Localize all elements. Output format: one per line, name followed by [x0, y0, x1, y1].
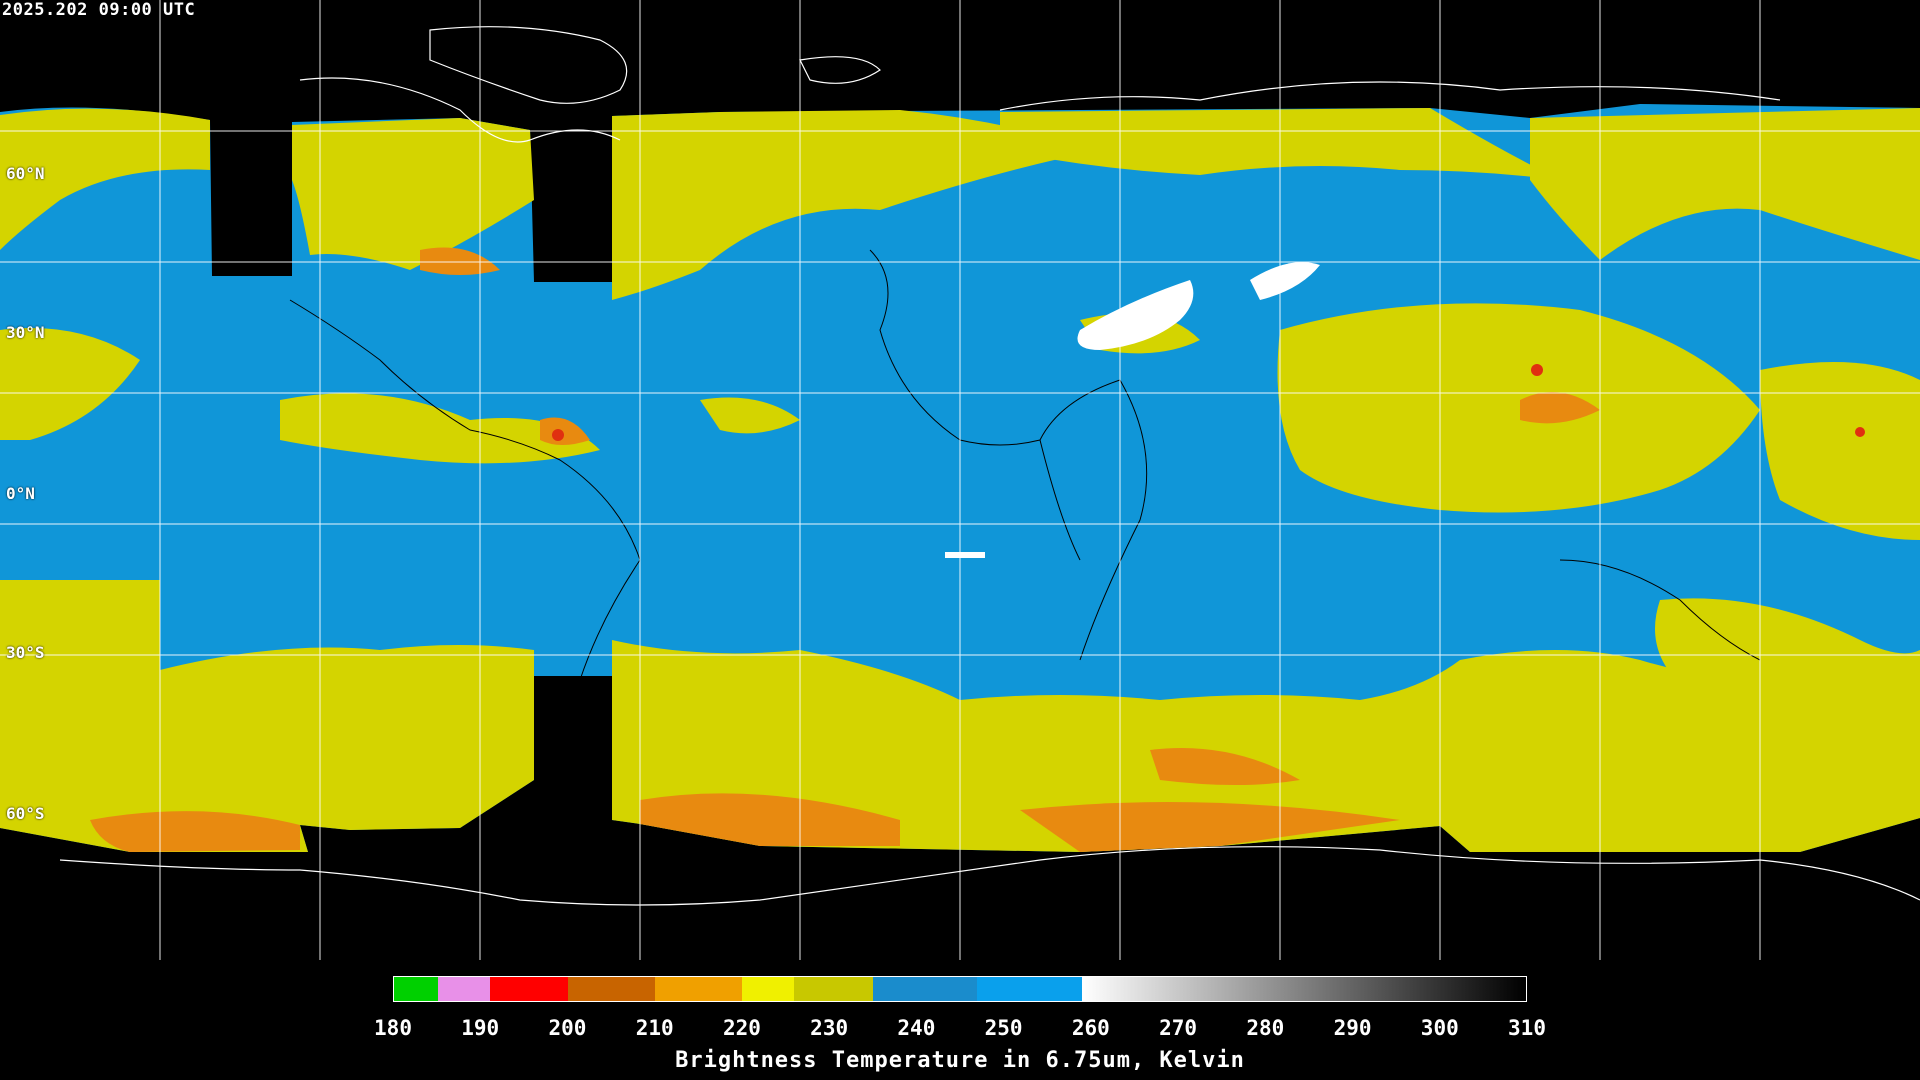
- lat-label-30s: 30°S: [6, 643, 45, 662]
- colorbar-tick-label: 260: [1071, 1016, 1110, 1040]
- colorbar-tick-label: 250: [984, 1016, 1023, 1040]
- map-image: [0, 0, 1920, 960]
- colorbar-tick-label: 230: [810, 1016, 849, 1040]
- colorbar-tick-label: 280: [1246, 1016, 1285, 1040]
- colorbar-segment: [394, 977, 438, 1001]
- colorbar-tick-label: 210: [635, 1016, 674, 1040]
- colorbar-segment: [742, 977, 795, 1001]
- colorbar-segment: [872, 977, 978, 1001]
- colorbar-tick-label: 270: [1159, 1016, 1198, 1040]
- lat-label-0n: 0°N: [6, 484, 35, 503]
- colorbar-tick-label: 180: [374, 1016, 412, 1040]
- coastlines: [59, 26, 1920, 906]
- colorbar-segment: [489, 977, 569, 1001]
- colorbar-tick-label: 290: [1333, 1016, 1372, 1040]
- colorbar-tick-label: 300: [1420, 1016, 1459, 1040]
- colorbar-tick-label: 190: [461, 1016, 500, 1040]
- colorbar-tick-label: 220: [722, 1016, 761, 1040]
- lat-label-60n: 60°N: [6, 164, 45, 183]
- legend-title: Brightness Temperature in 6.75um, Kelvin: [675, 1048, 1245, 1073]
- moisture-regions: [0, 108, 1920, 852]
- colorbar-tick-label: 310: [1508, 1016, 1546, 1040]
- colorbar: [393, 976, 1527, 1002]
- legend: 180 190 200 210 220 230 240 250 260 270 280 290 300 3…: [0, 960, 1920, 1080]
- colorbar-segment: [568, 977, 656, 1001]
- colorbar-ticks: 180 190 200 210 220 230 240 250 260 270 280 290 300 3…: [0, 1016, 1920, 1046]
- satellite-water-vapor-map: 2025.202 09:00 UTC 60°N 30°N 0°N 30°S 60…: [0, 0, 1920, 960]
- colorbar-tick-label: 200: [548, 1016, 587, 1040]
- colorbar-segment: [794, 977, 873, 1001]
- lat-label-30n: 30°N: [6, 323, 45, 342]
- colorbar-segment: [1081, 977, 1526, 1001]
- timestamp: 2025.202 09:00 UTC: [2, 0, 196, 20]
- colorbar-segment: [437, 977, 490, 1001]
- colorbar-tick-label: 240: [897, 1016, 936, 1040]
- colorbar-segment: [655, 977, 743, 1001]
- coastlines-dark: [289, 249, 1761, 681]
- colorbar-segment: [977, 977, 1082, 1001]
- very-dry-regions: [945, 262, 1320, 558]
- lat-label-60s: 60°S: [6, 804, 45, 823]
- graticule: [0, 0, 1920, 960]
